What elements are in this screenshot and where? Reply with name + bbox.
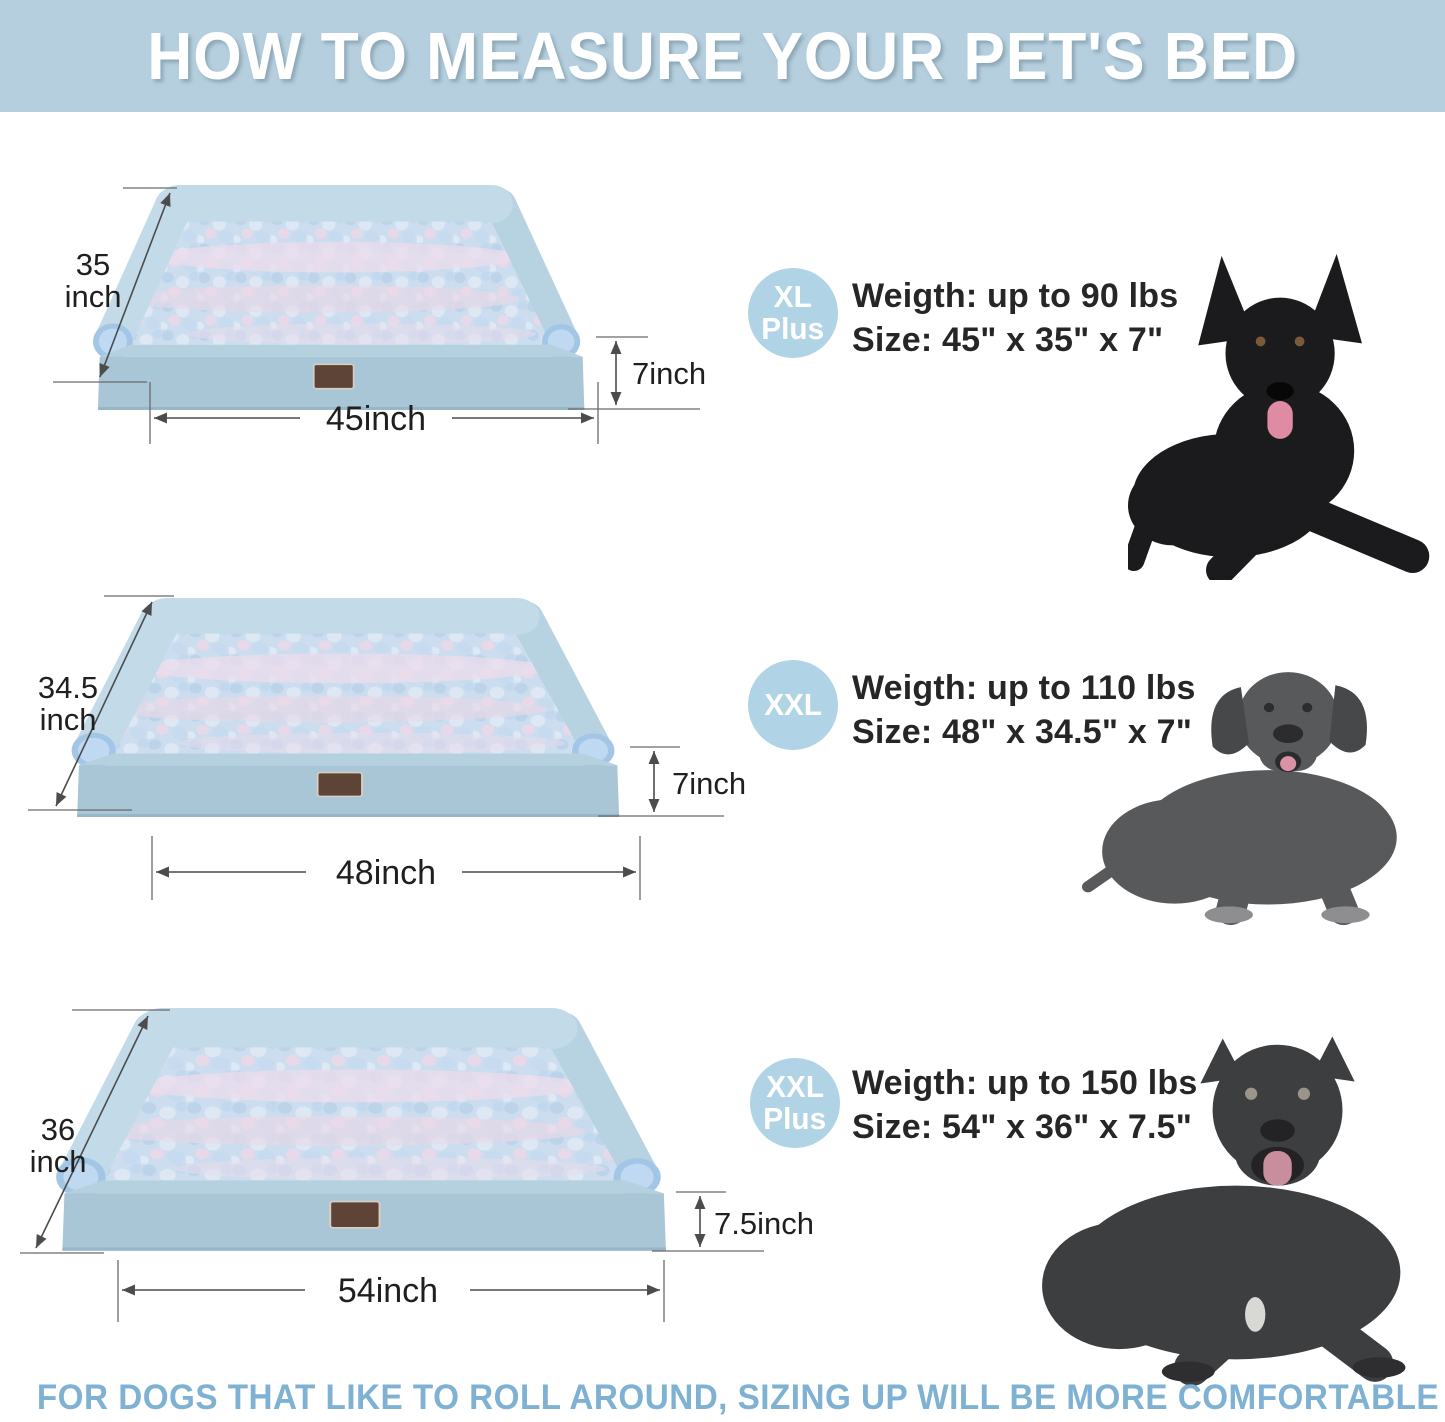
badge-label: Plus bbox=[763, 1101, 827, 1136]
bed-illustration bbox=[93, 185, 584, 410]
page-title: HOW TO MEASURE YOUR PET'S BED bbox=[147, 18, 1298, 94]
height-label: 7.5inch bbox=[714, 1206, 814, 1241]
dimension-arrows bbox=[53, 187, 700, 444]
size-text: Size: 54" x 36" x 7.5" bbox=[852, 1108, 1193, 1147]
width-label: 54inch bbox=[338, 1272, 438, 1310]
header-banner: HOW TO MEASURE YOUR PET'S BED bbox=[0, 0, 1445, 112]
bed-diagram-xxl: 34.5 inch 7inch 48inch bbox=[28, 560, 746, 900]
dog-photo-german-shepherd bbox=[1128, 242, 1440, 580]
size-row-xxl: 34.5 inch 7inch 48inch XXL Weigth: up to… bbox=[0, 560, 1445, 960]
bed-diagram-xl-plus: 35 inch 7inch 45inch bbox=[53, 140, 706, 444]
badge-label: XXL bbox=[764, 687, 822, 723]
badge-label: XXL bbox=[766, 1069, 824, 1105]
height-label: 7inch bbox=[632, 356, 706, 391]
dimension-arrows bbox=[20, 1009, 764, 1322]
height-label: 7inch bbox=[672, 766, 746, 801]
size-badge-xxl-plus: XXL Plus bbox=[750, 1058, 840, 1148]
footer-note: FOR DOGS THAT LIKE TO ROLL AROUND, SIZIN… bbox=[0, 1378, 1445, 1418]
depth-value-label: 35 bbox=[76, 247, 110, 282]
size-badge-xl-plus: XL Plus bbox=[748, 268, 838, 358]
depth-unit-label: inch bbox=[30, 1144, 87, 1179]
dog-photo-great-dane bbox=[1082, 646, 1444, 926]
width-label: 45inch bbox=[326, 400, 426, 438]
size-text: Size: 45" x 35" x 7" bbox=[852, 321, 1164, 360]
dimension-arrows bbox=[28, 595, 724, 900]
bed-illustration bbox=[72, 598, 620, 817]
badge-label: Plus bbox=[761, 311, 825, 346]
depth-unit-label: inch bbox=[40, 702, 97, 737]
spec-block: Weigth: up to 90 lbs Size: 45" x 35" x 7… bbox=[852, 274, 1178, 362]
size-row-xxl-plus: 36 inch 7.5inch 54inch XXL Plus Weigth: … bbox=[0, 960, 1445, 1395]
spec-block: Weigth: up to 150 lbs Size: 54" x 36" x … bbox=[852, 1061, 1197, 1149]
depth-value-label: 36 bbox=[41, 1112, 75, 1147]
weight-text: Weigth: up to 110 lbs bbox=[852, 669, 1196, 707]
width-label: 48inch bbox=[336, 854, 436, 892]
bed-diagram-xxl-plus: 36 inch 7.5inch 54inch bbox=[20, 960, 814, 1322]
badge-label: XL bbox=[773, 279, 813, 315]
depth-value-label: 34.5 bbox=[38, 670, 98, 705]
dog-photo-cane-corso bbox=[1038, 1012, 1444, 1390]
size-row-xl-plus: 35 inch 7inch 45inch XL Plus Weigth: up … bbox=[0, 140, 1445, 560]
size-text: Size: 48" x 34.5" x 7" bbox=[852, 713, 1193, 752]
depth-unit-label: inch bbox=[65, 279, 122, 314]
bed-illustration bbox=[56, 1008, 666, 1251]
weight-text: Weigth: up to 150 lbs bbox=[852, 1064, 1198, 1102]
size-badge-xxl: XXL bbox=[748, 660, 838, 750]
footer-note-text: FOR DOGS THAT LIKE TO ROLL AROUND, SIZIN… bbox=[36, 1378, 1440, 1417]
weight-text: Weigth: up to 90 lbs bbox=[852, 277, 1179, 315]
spec-block: Weigth: up to 110 lbs Size: 48" x 34.5" … bbox=[852, 666, 1196, 754]
